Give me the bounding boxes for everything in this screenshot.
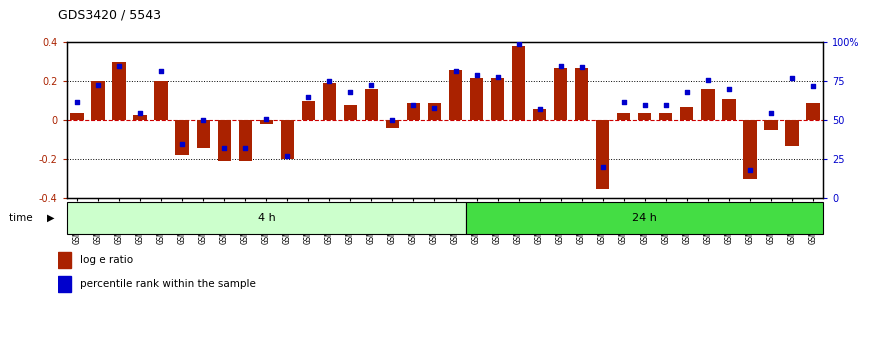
- Bar: [617, 113, 630, 120]
- Point: [595, 164, 610, 170]
- Bar: [466, 202, 823, 234]
- Point: [532, 107, 546, 112]
- Bar: [680, 107, 693, 120]
- Bar: [533, 109, 546, 120]
- Bar: [58, 252, 71, 268]
- Point: [175, 141, 190, 147]
- Point: [385, 118, 400, 123]
- Text: 24 h: 24 h: [632, 213, 657, 223]
- Text: ▶: ▶: [47, 213, 54, 223]
- Bar: [197, 120, 210, 148]
- Bar: [700, 89, 715, 120]
- Point: [554, 63, 568, 69]
- Point: [302, 94, 316, 100]
- Point: [574, 64, 588, 70]
- Bar: [67, 202, 466, 234]
- Text: time: time: [9, 213, 36, 223]
- Bar: [554, 68, 568, 120]
- Point: [512, 41, 526, 47]
- Point: [364, 82, 378, 87]
- Bar: [112, 62, 126, 120]
- Bar: [764, 120, 778, 130]
- Bar: [638, 113, 651, 120]
- Bar: [449, 70, 462, 120]
- Point: [70, 99, 85, 104]
- Point: [680, 90, 694, 95]
- Point: [490, 74, 505, 80]
- Bar: [92, 81, 105, 120]
- Bar: [70, 113, 84, 120]
- Point: [764, 110, 778, 115]
- Text: log e ratio: log e ratio: [80, 255, 134, 265]
- Bar: [659, 113, 673, 120]
- Bar: [490, 78, 505, 120]
- Text: GDS3420 / 5543: GDS3420 / 5543: [58, 8, 161, 21]
- Bar: [806, 103, 820, 120]
- Bar: [302, 101, 315, 120]
- Point: [217, 145, 231, 151]
- Point: [154, 68, 168, 73]
- Point: [722, 86, 736, 92]
- Point: [134, 110, 148, 115]
- Point: [407, 102, 421, 108]
- Bar: [385, 120, 400, 128]
- Point: [700, 77, 715, 83]
- Bar: [428, 103, 441, 120]
- Point: [637, 102, 651, 108]
- Point: [196, 118, 210, 123]
- Bar: [239, 120, 252, 161]
- Point: [449, 68, 463, 73]
- Bar: [322, 84, 336, 120]
- Point: [344, 90, 358, 95]
- Bar: [785, 120, 798, 146]
- Point: [91, 82, 105, 87]
- Bar: [722, 99, 735, 120]
- Point: [427, 105, 441, 111]
- Text: percentile rank within the sample: percentile rank within the sample: [80, 279, 256, 289]
- Bar: [595, 120, 610, 188]
- Bar: [365, 89, 378, 120]
- Point: [805, 83, 820, 89]
- Bar: [260, 120, 273, 124]
- Point: [239, 145, 253, 151]
- Point: [742, 167, 756, 173]
- Point: [785, 75, 799, 81]
- Bar: [743, 120, 756, 179]
- Point: [259, 116, 273, 122]
- Point: [322, 79, 336, 84]
- Bar: [407, 103, 420, 120]
- Bar: [58, 276, 71, 292]
- Bar: [512, 46, 525, 120]
- Bar: [344, 105, 357, 120]
- Bar: [280, 120, 295, 159]
- Point: [659, 102, 673, 108]
- Text: 4 h: 4 h: [257, 213, 275, 223]
- Bar: [217, 120, 231, 161]
- Bar: [155, 81, 168, 120]
- Bar: [470, 78, 483, 120]
- Bar: [575, 68, 588, 120]
- Point: [617, 99, 631, 104]
- Bar: [175, 120, 190, 155]
- Point: [112, 63, 126, 69]
- Bar: [134, 115, 147, 120]
- Point: [469, 72, 483, 78]
- Point: [280, 153, 295, 159]
